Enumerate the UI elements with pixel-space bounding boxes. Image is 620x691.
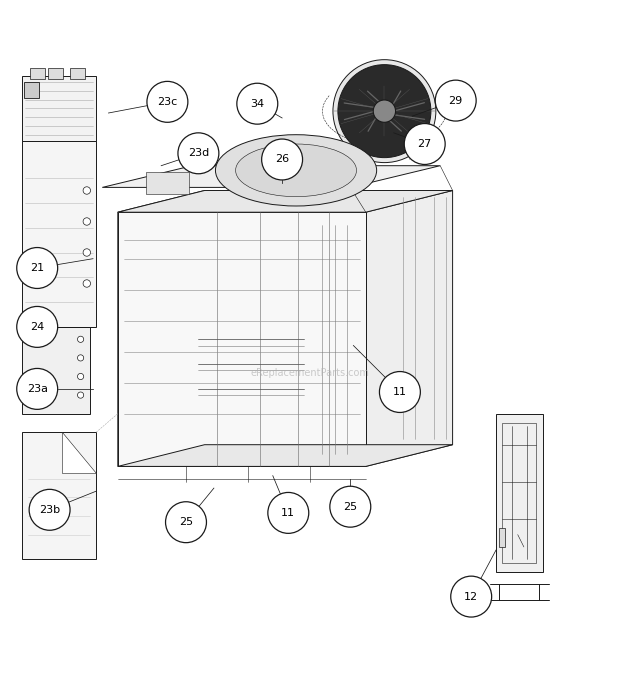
Circle shape (78, 354, 84, 361)
Text: 29: 29 (449, 95, 463, 106)
Polygon shape (62, 433, 96, 473)
Text: 34: 34 (250, 99, 264, 108)
Text: 11: 11 (393, 387, 407, 397)
Polygon shape (118, 445, 453, 466)
Circle shape (17, 247, 58, 288)
Text: 12: 12 (464, 591, 478, 602)
Polygon shape (146, 172, 189, 193)
Text: 21: 21 (30, 263, 44, 273)
Circle shape (147, 82, 188, 122)
Circle shape (178, 133, 219, 173)
Polygon shape (22, 327, 90, 414)
Circle shape (29, 489, 70, 530)
Circle shape (333, 59, 436, 162)
Ellipse shape (216, 135, 377, 206)
Polygon shape (22, 141, 96, 327)
Circle shape (83, 280, 91, 287)
Circle shape (78, 337, 84, 343)
Polygon shape (366, 191, 453, 466)
Text: 23c: 23c (157, 97, 177, 107)
Circle shape (83, 187, 91, 194)
FancyBboxPatch shape (499, 529, 505, 547)
Circle shape (404, 124, 445, 164)
Ellipse shape (236, 144, 356, 197)
Circle shape (373, 100, 396, 122)
Polygon shape (22, 76, 96, 141)
Text: 23b: 23b (39, 505, 60, 515)
Circle shape (17, 306, 58, 348)
Circle shape (83, 218, 91, 225)
Polygon shape (118, 191, 453, 212)
Circle shape (262, 139, 303, 180)
Text: 23a: 23a (27, 384, 48, 394)
Polygon shape (102, 166, 440, 187)
Circle shape (78, 392, 84, 398)
Polygon shape (496, 414, 542, 571)
Circle shape (83, 249, 91, 256)
Circle shape (379, 372, 420, 413)
Text: 23d: 23d (188, 149, 209, 158)
Text: 25: 25 (179, 517, 193, 527)
Text: 11: 11 (281, 508, 295, 518)
Circle shape (78, 373, 84, 379)
Circle shape (451, 576, 492, 617)
FancyBboxPatch shape (48, 68, 63, 79)
Text: eReplacementParts.com: eReplacementParts.com (250, 368, 370, 379)
Circle shape (17, 368, 58, 409)
Circle shape (435, 80, 476, 121)
Circle shape (330, 486, 371, 527)
FancyBboxPatch shape (24, 82, 39, 97)
Text: 26: 26 (275, 155, 289, 164)
Circle shape (338, 65, 431, 158)
Polygon shape (118, 191, 205, 466)
FancyBboxPatch shape (30, 68, 45, 79)
Text: 25: 25 (343, 502, 357, 512)
Circle shape (237, 83, 278, 124)
FancyBboxPatch shape (70, 68, 85, 79)
Circle shape (166, 502, 206, 542)
Circle shape (268, 493, 309, 533)
Text: 27: 27 (418, 139, 432, 149)
Polygon shape (22, 433, 96, 560)
Text: 24: 24 (30, 322, 44, 332)
Polygon shape (118, 212, 366, 466)
